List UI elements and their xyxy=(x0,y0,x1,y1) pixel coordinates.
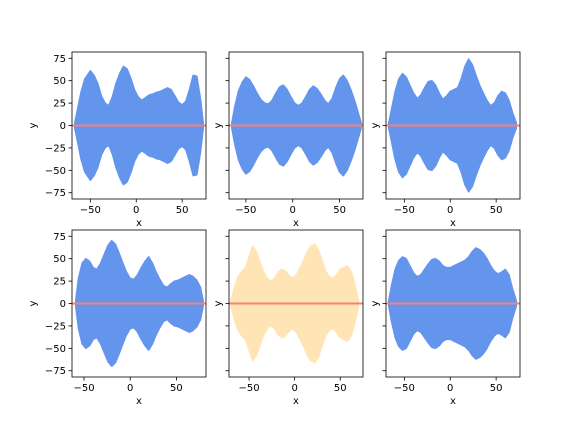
x-tick-label: 0 xyxy=(291,383,297,394)
x-axis-label: x xyxy=(293,218,299,229)
y-tick-label: −50 xyxy=(45,166,66,177)
x-tick-label: −50 xyxy=(394,383,415,394)
y-tick-label: 75 xyxy=(53,54,66,65)
x-tick-label: 50 xyxy=(170,383,183,394)
x-tick-label: 0 xyxy=(290,205,296,216)
x-tick-label: −50 xyxy=(238,383,259,394)
y-tick-label: −25 xyxy=(45,321,66,332)
x-tick-label: 0 xyxy=(127,383,133,394)
x-tick-label: −50 xyxy=(80,205,101,216)
x-axis-label: x xyxy=(136,396,142,407)
y-tick-label: −50 xyxy=(45,344,66,355)
y-axis-label: y xyxy=(28,300,39,306)
x-tick-label: 0 xyxy=(447,205,453,216)
y-axis-label: y xyxy=(213,122,224,128)
x-axis-label: x xyxy=(293,396,299,407)
x-tick-label: −50 xyxy=(235,205,256,216)
y-tick-label: 50 xyxy=(53,254,66,265)
y-axis-label: y xyxy=(370,300,381,306)
x-axis-label: x xyxy=(136,218,142,229)
x-axis-label: x xyxy=(450,396,456,407)
y-axis-label: y xyxy=(213,300,224,306)
subplot-1: −50 0 50 −75 −50 −25 0 25 50 75 x y xyxy=(28,51,207,229)
subplot-4: −50 0 50 −75 −50 −25 0 25 50 75 x y xyxy=(28,229,207,407)
y-tick-label: 0 xyxy=(60,121,66,132)
y-tick-label: −75 xyxy=(45,188,66,199)
subplot-6: −50 0 50 x y xyxy=(370,229,521,407)
plot-area xyxy=(72,240,206,367)
plot-area xyxy=(229,243,363,364)
y-tick-label: −25 xyxy=(45,143,66,154)
x-tick-label: 0 xyxy=(447,383,453,394)
plot-area xyxy=(229,74,363,177)
x-tick-label: 50 xyxy=(490,205,503,216)
subplot-2: −50 0 50 x y xyxy=(213,51,364,229)
x-tick-label: 50 xyxy=(490,383,503,394)
x-tick-label: 50 xyxy=(333,205,346,216)
subplot-3: −50 0 50 x y xyxy=(370,51,521,229)
plot-area xyxy=(386,247,520,360)
x-tick-label: −50 xyxy=(394,205,415,216)
y-axis-label: y xyxy=(370,122,381,128)
y-axis-label: y xyxy=(28,122,39,128)
y-tick-label: −75 xyxy=(45,366,66,377)
subplot-5: −50 0 50 x y xyxy=(213,229,364,407)
y-tick-label: 25 xyxy=(53,99,66,110)
x-tick-label: 50 xyxy=(176,205,189,216)
plot-area xyxy=(72,65,206,186)
x-tick-label: 50 xyxy=(334,383,347,394)
x-axis-label: x xyxy=(450,218,456,229)
plot-area xyxy=(386,58,520,193)
y-tick-label: 50 xyxy=(53,76,66,87)
y-tick-label: 75 xyxy=(53,232,66,243)
y-tick-label: 0 xyxy=(60,299,66,310)
x-tick-label: −50 xyxy=(73,383,94,394)
y-tick-label: 25 xyxy=(53,277,66,288)
x-tick-label: 0 xyxy=(133,205,139,216)
